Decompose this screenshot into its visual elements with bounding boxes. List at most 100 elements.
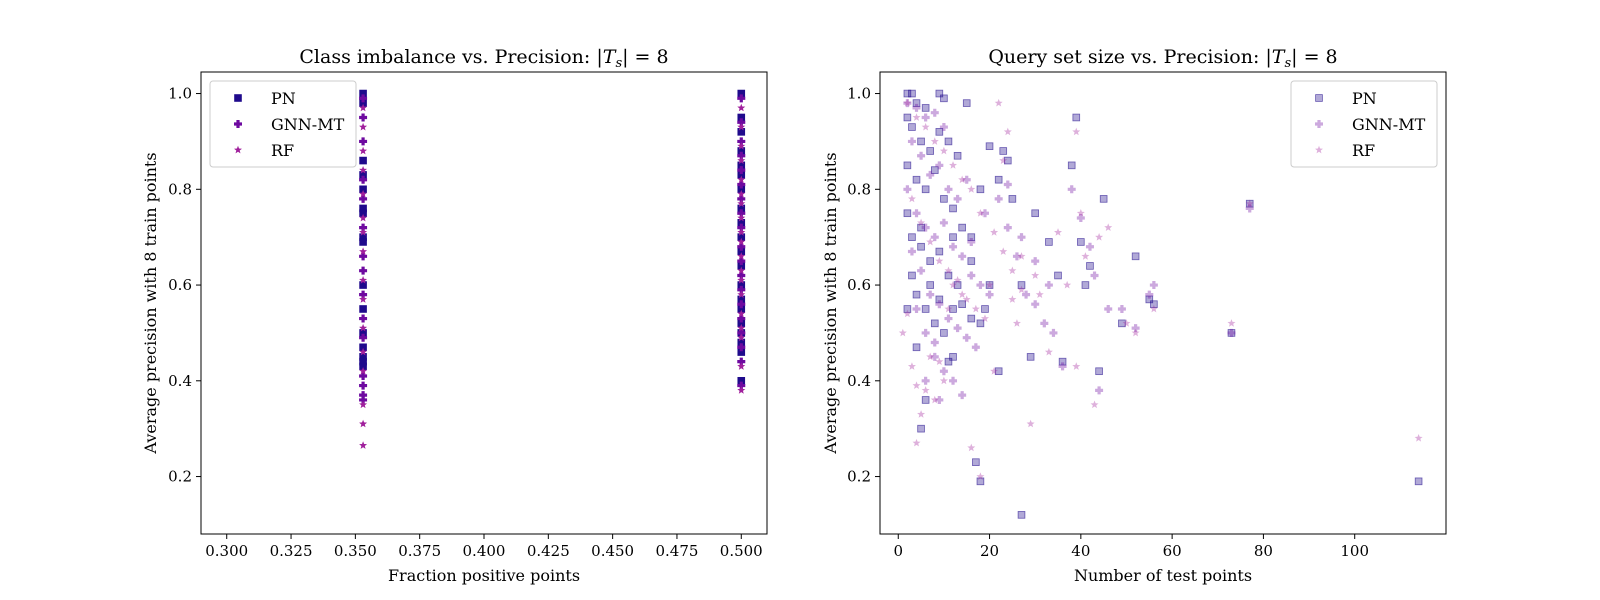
data-point: [1031, 271, 1040, 279]
data-point: [359, 165, 368, 174]
data-point: [359, 391, 368, 400]
data-point: [967, 185, 976, 193]
data-point: [737, 122, 746, 131]
data-point: [980, 314, 989, 322]
marks-layer: [898, 89, 1423, 519]
data-point: [1017, 511, 1026, 519]
data-point: [940, 94, 948, 103]
data-point: [359, 290, 368, 299]
data-point: [1017, 281, 1026, 289]
data-point: [962, 175, 971, 184]
data-point: [912, 103, 921, 112]
data-point: [917, 137, 925, 146]
data-point: [958, 223, 966, 232]
data-point: [912, 175, 921, 184]
data-point: [944, 266, 953, 275]
data-point: [976, 319, 985, 328]
data-point: [737, 228, 746, 236]
data-point: [737, 194, 746, 203]
data-point: [1058, 357, 1067, 366]
data-point: [930, 166, 939, 174]
legend-label: PN: [1352, 89, 1377, 108]
x-tick-label: 0.500: [720, 542, 763, 560]
data-point: [903, 209, 912, 218]
data-point: [953, 324, 962, 333]
x-tick-label: 0: [893, 542, 903, 560]
data-point: [958, 290, 967, 299]
data-point: [359, 295, 368, 303]
data-point: [944, 185, 953, 194]
x-tick-label: 100: [1340, 542, 1369, 560]
data-point: [958, 252, 967, 261]
data-point: [935, 357, 944, 366]
data-point: [930, 319, 939, 328]
data-point: [1012, 319, 1021, 327]
data-point: [1008, 266, 1017, 275]
data-point: [976, 185, 985, 194]
data-point: [990, 367, 999, 375]
data-point: [737, 213, 746, 222]
data-point: [1099, 195, 1108, 203]
data-point: [359, 175, 368, 184]
data-point: [359, 381, 368, 390]
data-point: [1058, 362, 1067, 371]
data-point: [1067, 161, 1076, 170]
data-point: [908, 233, 916, 241]
x-axis-ticks: 0 20 40 60 80 100: [893, 534, 1369, 560]
legend-marker-gnn-mt: [234, 120, 242, 128]
data-point: [953, 276, 962, 284]
data-point: [926, 147, 935, 155]
data-point: [903, 99, 912, 108]
data-point: [737, 266, 746, 275]
data-point: [359, 266, 368, 275]
data-point: [917, 151, 926, 160]
data-point: [1003, 127, 1012, 136]
data-point: [1044, 281, 1053, 290]
data-point: [1145, 290, 1154, 299]
data-point: [940, 195, 948, 203]
x-tick-label: 0.425: [527, 542, 570, 560]
data-point: [1081, 281, 1090, 289]
data-point: [1149, 281, 1158, 290]
data-point: [359, 122, 368, 131]
data-point: [737, 357, 746, 366]
x-axis-ticks: 0.300 0.325 0.350 0.375 0.400 0.425 0.450 0.475…: [205, 534, 763, 560]
data-point: [1095, 367, 1103, 376]
data-point: [935, 161, 944, 170]
data-point: [935, 395, 944, 404]
legend-label: GNN-MT: [271, 115, 345, 134]
y-tick-label: 1.0: [847, 85, 871, 103]
data-point: [921, 113, 930, 122]
data-point: [962, 99, 971, 107]
data-point: [949, 305, 957, 313]
x-tick-label: 20: [980, 542, 999, 560]
legend: PN GNN-MT RF: [209, 80, 357, 168]
data-point: [944, 271, 953, 280]
data-point: [737, 189, 746, 198]
data-point: [737, 128, 746, 136]
data-point: [908, 89, 916, 98]
data-point: [1414, 434, 1423, 442]
data-point: [1031, 209, 1039, 218]
data-point: [994, 194, 1003, 203]
data-point: [1035, 290, 1044, 299]
y-tick-label: 1.0: [168, 85, 192, 103]
data-point: [903, 98, 912, 107]
data-point: [908, 123, 916, 131]
data-point: [1085, 242, 1094, 251]
data-point: [994, 175, 1003, 184]
data-point: [1227, 328, 1236, 337]
data-point: [1054, 271, 1062, 280]
y-axis-label: Average precision with 8 train points: [141, 152, 160, 454]
data-point: [359, 94, 368, 103]
data-point: [737, 362, 746, 370]
data-point: [737, 314, 746, 323]
data-point: [1227, 319, 1236, 327]
data-point: [985, 280, 994, 289]
data-point: [944, 357, 953, 366]
data-point: [935, 89, 944, 98]
data-point: [359, 276, 368, 284]
data-point: [1104, 304, 1113, 313]
data-point: [1131, 324, 1140, 333]
data-point: [1067, 185, 1076, 194]
